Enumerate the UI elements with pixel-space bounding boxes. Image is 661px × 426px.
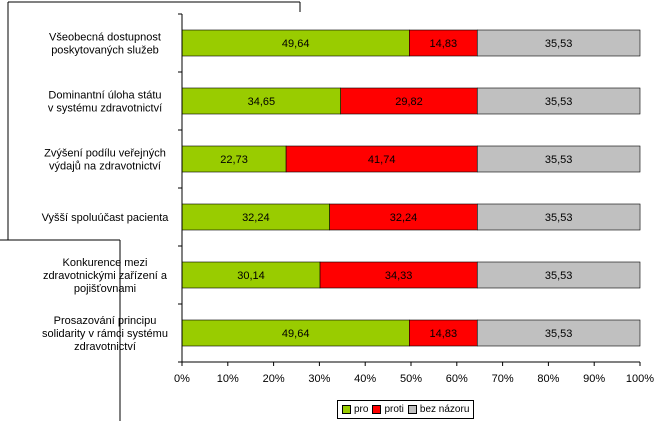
category-label: Všeobecná dostupnost <box>49 32 161 44</box>
bar-pro <box>181 145 287 173</box>
bar-bez-názoru <box>476 29 641 57</box>
category-label: zdravotnictví <box>74 341 136 353</box>
category-label: Dominantní úloha státu <box>48 90 161 102</box>
x-tick-label: 100% <box>626 373 654 385</box>
x-tick-label: 70% <box>492 373 514 385</box>
legend-label-proti: proti <box>384 404 404 415</box>
category-label: solidarity v rámci systému <box>42 328 168 340</box>
x-tick-label: 20% <box>263 373 285 385</box>
x-tick-label: 50% <box>400 373 422 385</box>
legend-label-pro: pro <box>354 404 369 415</box>
bar-pro <box>181 29 410 57</box>
data-label: 49,64 <box>282 328 310 340</box>
category-label: v systému zdravotnictví <box>48 103 162 115</box>
bar-bez-názoru <box>476 261 641 289</box>
bar-bez-názoru <box>476 145 641 173</box>
data-label: 30,14 <box>237 270 265 282</box>
x-tick-label: 0% <box>174 373 190 385</box>
bar-pro <box>181 203 330 231</box>
bar-pro <box>181 319 410 347</box>
data-label: 35,53 <box>545 154 573 166</box>
category-label: výdajů na zdravotnictví <box>49 161 161 173</box>
data-label: 35,53 <box>545 96 573 108</box>
category-label: Vyšší spoluúčast pacienta <box>42 212 170 224</box>
bar-bez-názoru <box>477 203 641 231</box>
data-label: 22,73 <box>220 154 248 166</box>
data-label: 35,53 <box>545 212 573 224</box>
bar-proti <box>409 29 478 57</box>
data-label: 35,53 <box>545 38 573 50</box>
category-label: pojišťovnami <box>74 283 136 295</box>
bar-bez-názoru <box>476 319 641 347</box>
bar-proti <box>340 87 478 115</box>
bar-bez-názoru <box>476 87 641 115</box>
data-label: 14,83 <box>430 38 458 50</box>
legend-item-pro: pro <box>342 404 368 415</box>
legend-item-bez-nazoru: bez názoru <box>407 404 470 415</box>
data-label: 29,82 <box>395 96 423 108</box>
category-label: poskytovaných služeb <box>51 45 159 57</box>
bar-proti <box>329 203 478 231</box>
x-tick-label: 80% <box>537 373 559 385</box>
legend-label-bez-nazoru: bez názoru <box>419 404 470 415</box>
bar-proti <box>409 319 478 347</box>
category-label: Konkurence mezi <box>63 257 148 269</box>
x-tick-label: 40% <box>354 373 376 385</box>
legend-swatch-bez-nazoru <box>407 405 417 414</box>
data-label: 49,64 <box>282 38 310 50</box>
legend: pro proti bez názoru <box>337 400 475 419</box>
x-tick-label: 10% <box>217 373 239 385</box>
bar-pro <box>181 87 341 115</box>
legend-item-proti: proti <box>372 404 404 415</box>
data-label: 34,65 <box>248 96 276 108</box>
data-label: 32,24 <box>242 212 270 224</box>
category-label: Zvýšení podílu veřejných <box>44 148 166 160</box>
data-label: 34,33 <box>385 270 413 282</box>
x-tick-label: 90% <box>583 373 605 385</box>
legend-swatch-proti <box>372 405 382 414</box>
x-tick-label: 60% <box>446 373 468 385</box>
data-label: 35,53 <box>545 270 573 282</box>
data-label: 32,24 <box>390 212 418 224</box>
category-label: Prosazování principu <box>54 315 157 327</box>
data-label: 14,83 <box>430 328 458 340</box>
x-tick-label: 30% <box>308 373 330 385</box>
legend-swatch-pro <box>342 405 351 414</box>
data-label: 41,74 <box>368 154 396 166</box>
category-label: zdravotnickými zařízení a <box>43 270 168 282</box>
data-label: 35,53 <box>545 328 573 340</box>
